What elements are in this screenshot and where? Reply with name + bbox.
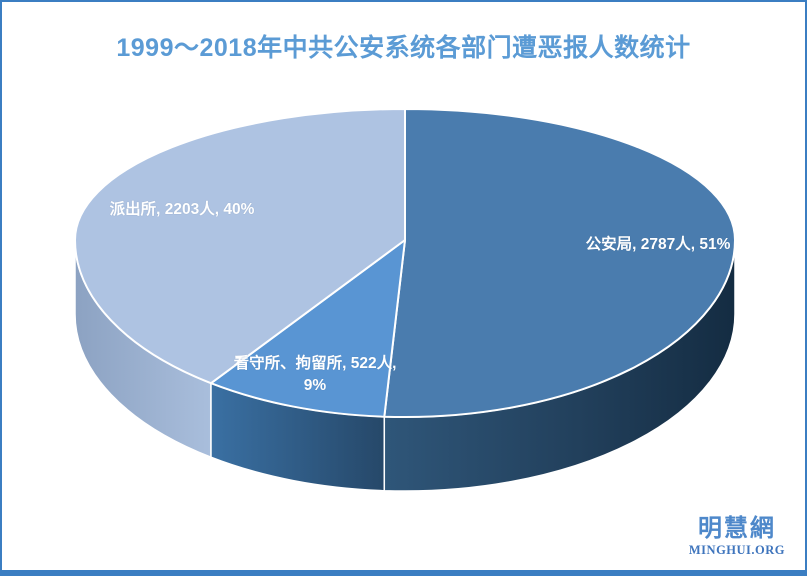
slice-label-paichusuo: 派出所, 2203人, 40% (109, 201, 255, 218)
slice-label-kanshousuo-line1: 看守所、拘留所, 522人, (233, 355, 397, 372)
pie-slice-paichusuo (74, 108, 406, 385)
minghui-logo-latin: MINGHUI.ORG (688, 543, 785, 557)
bottom-accent-bar (2, 570, 805, 574)
pie-slice-kanshousuo (210, 239, 406, 418)
slice-label-kanshousuo-line2: 9% (303, 377, 327, 395)
slice-label-gonganju: 公安局, 2787人, 51% (585, 236, 731, 253)
minghui-logo-cjk: 明慧網 (697, 514, 776, 542)
pie-slice-gonganju (383, 108, 736, 419)
slice-label-kanshousuo: 看守所、拘留所, 522人, 9% (215, 353, 415, 398)
chart-title: 1999～2018年中共公安系统各部门遭恶报人数统计 (116, 34, 691, 62)
minghui-watermark: 明慧網 MINGHUI.ORG (688, 514, 785, 558)
